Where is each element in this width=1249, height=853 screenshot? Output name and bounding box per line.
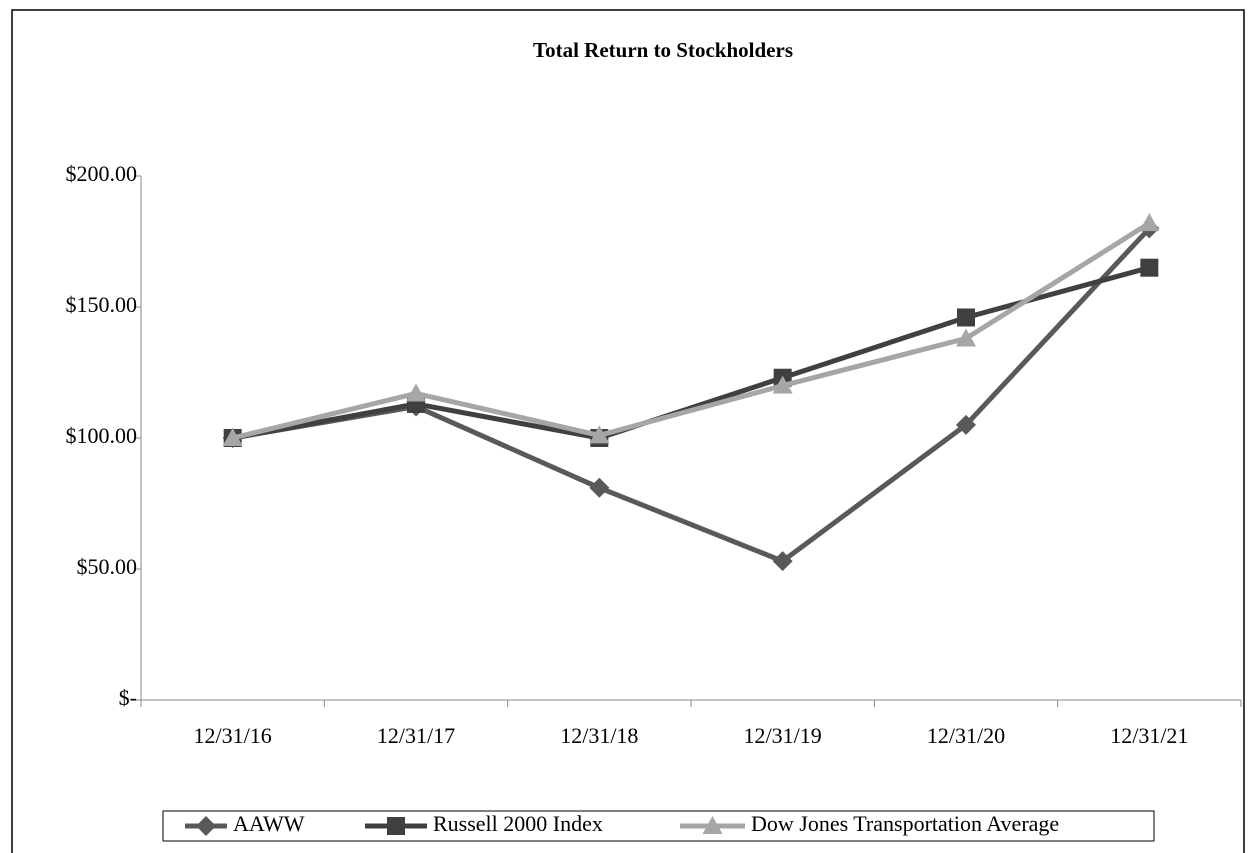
x-tick-label: 12/31/19 <box>744 723 822 748</box>
legend-box <box>162 810 1155 842</box>
series-line <box>232 221 1151 441</box>
marker-diamond <box>956 414 976 435</box>
marker-triangle <box>589 425 610 444</box>
marker-triangle <box>956 328 976 347</box>
marker-triangle <box>1139 213 1160 232</box>
x-tick-label: 12/31/16 <box>194 723 272 748</box>
chart-frame <box>11 9 1245 853</box>
marker-triangle <box>772 375 793 394</box>
x-tick-label: 12/31/17 <box>377 723 455 748</box>
marker-triangle <box>222 428 243 446</box>
legend-label: Dow Jones Transportation Average <box>751 811 1059 836</box>
marker-diamond <box>196 816 216 836</box>
y-tick-label: $50.00 <box>77 554 138 579</box>
y-tick-label: $200.00 <box>66 161 138 186</box>
y-tick-label: $150.00 <box>66 292 138 317</box>
chart-title: Total Return to Stockholders <box>533 38 793 62</box>
y-tick-label: $- <box>119 685 137 710</box>
legend-label: Russell 2000 Index <box>433 811 603 836</box>
marker-triangle <box>406 383 426 402</box>
series-line <box>232 265 1150 441</box>
marker-square <box>1140 258 1159 277</box>
marker-diamond <box>772 551 793 572</box>
x-tick-label: 12/31/18 <box>560 723 638 748</box>
marker-diamond <box>589 477 610 498</box>
marker-triangle <box>702 816 723 834</box>
marker-square <box>957 308 975 327</box>
x-tick-label: 12/31/20 <box>927 723 1005 748</box>
legend-label: AAWW <box>233 811 305 836</box>
x-tick-label: 12/31/21 <box>1110 723 1188 748</box>
marker-square <box>387 817 405 835</box>
y-tick-label: $100.00 <box>66 423 138 448</box>
